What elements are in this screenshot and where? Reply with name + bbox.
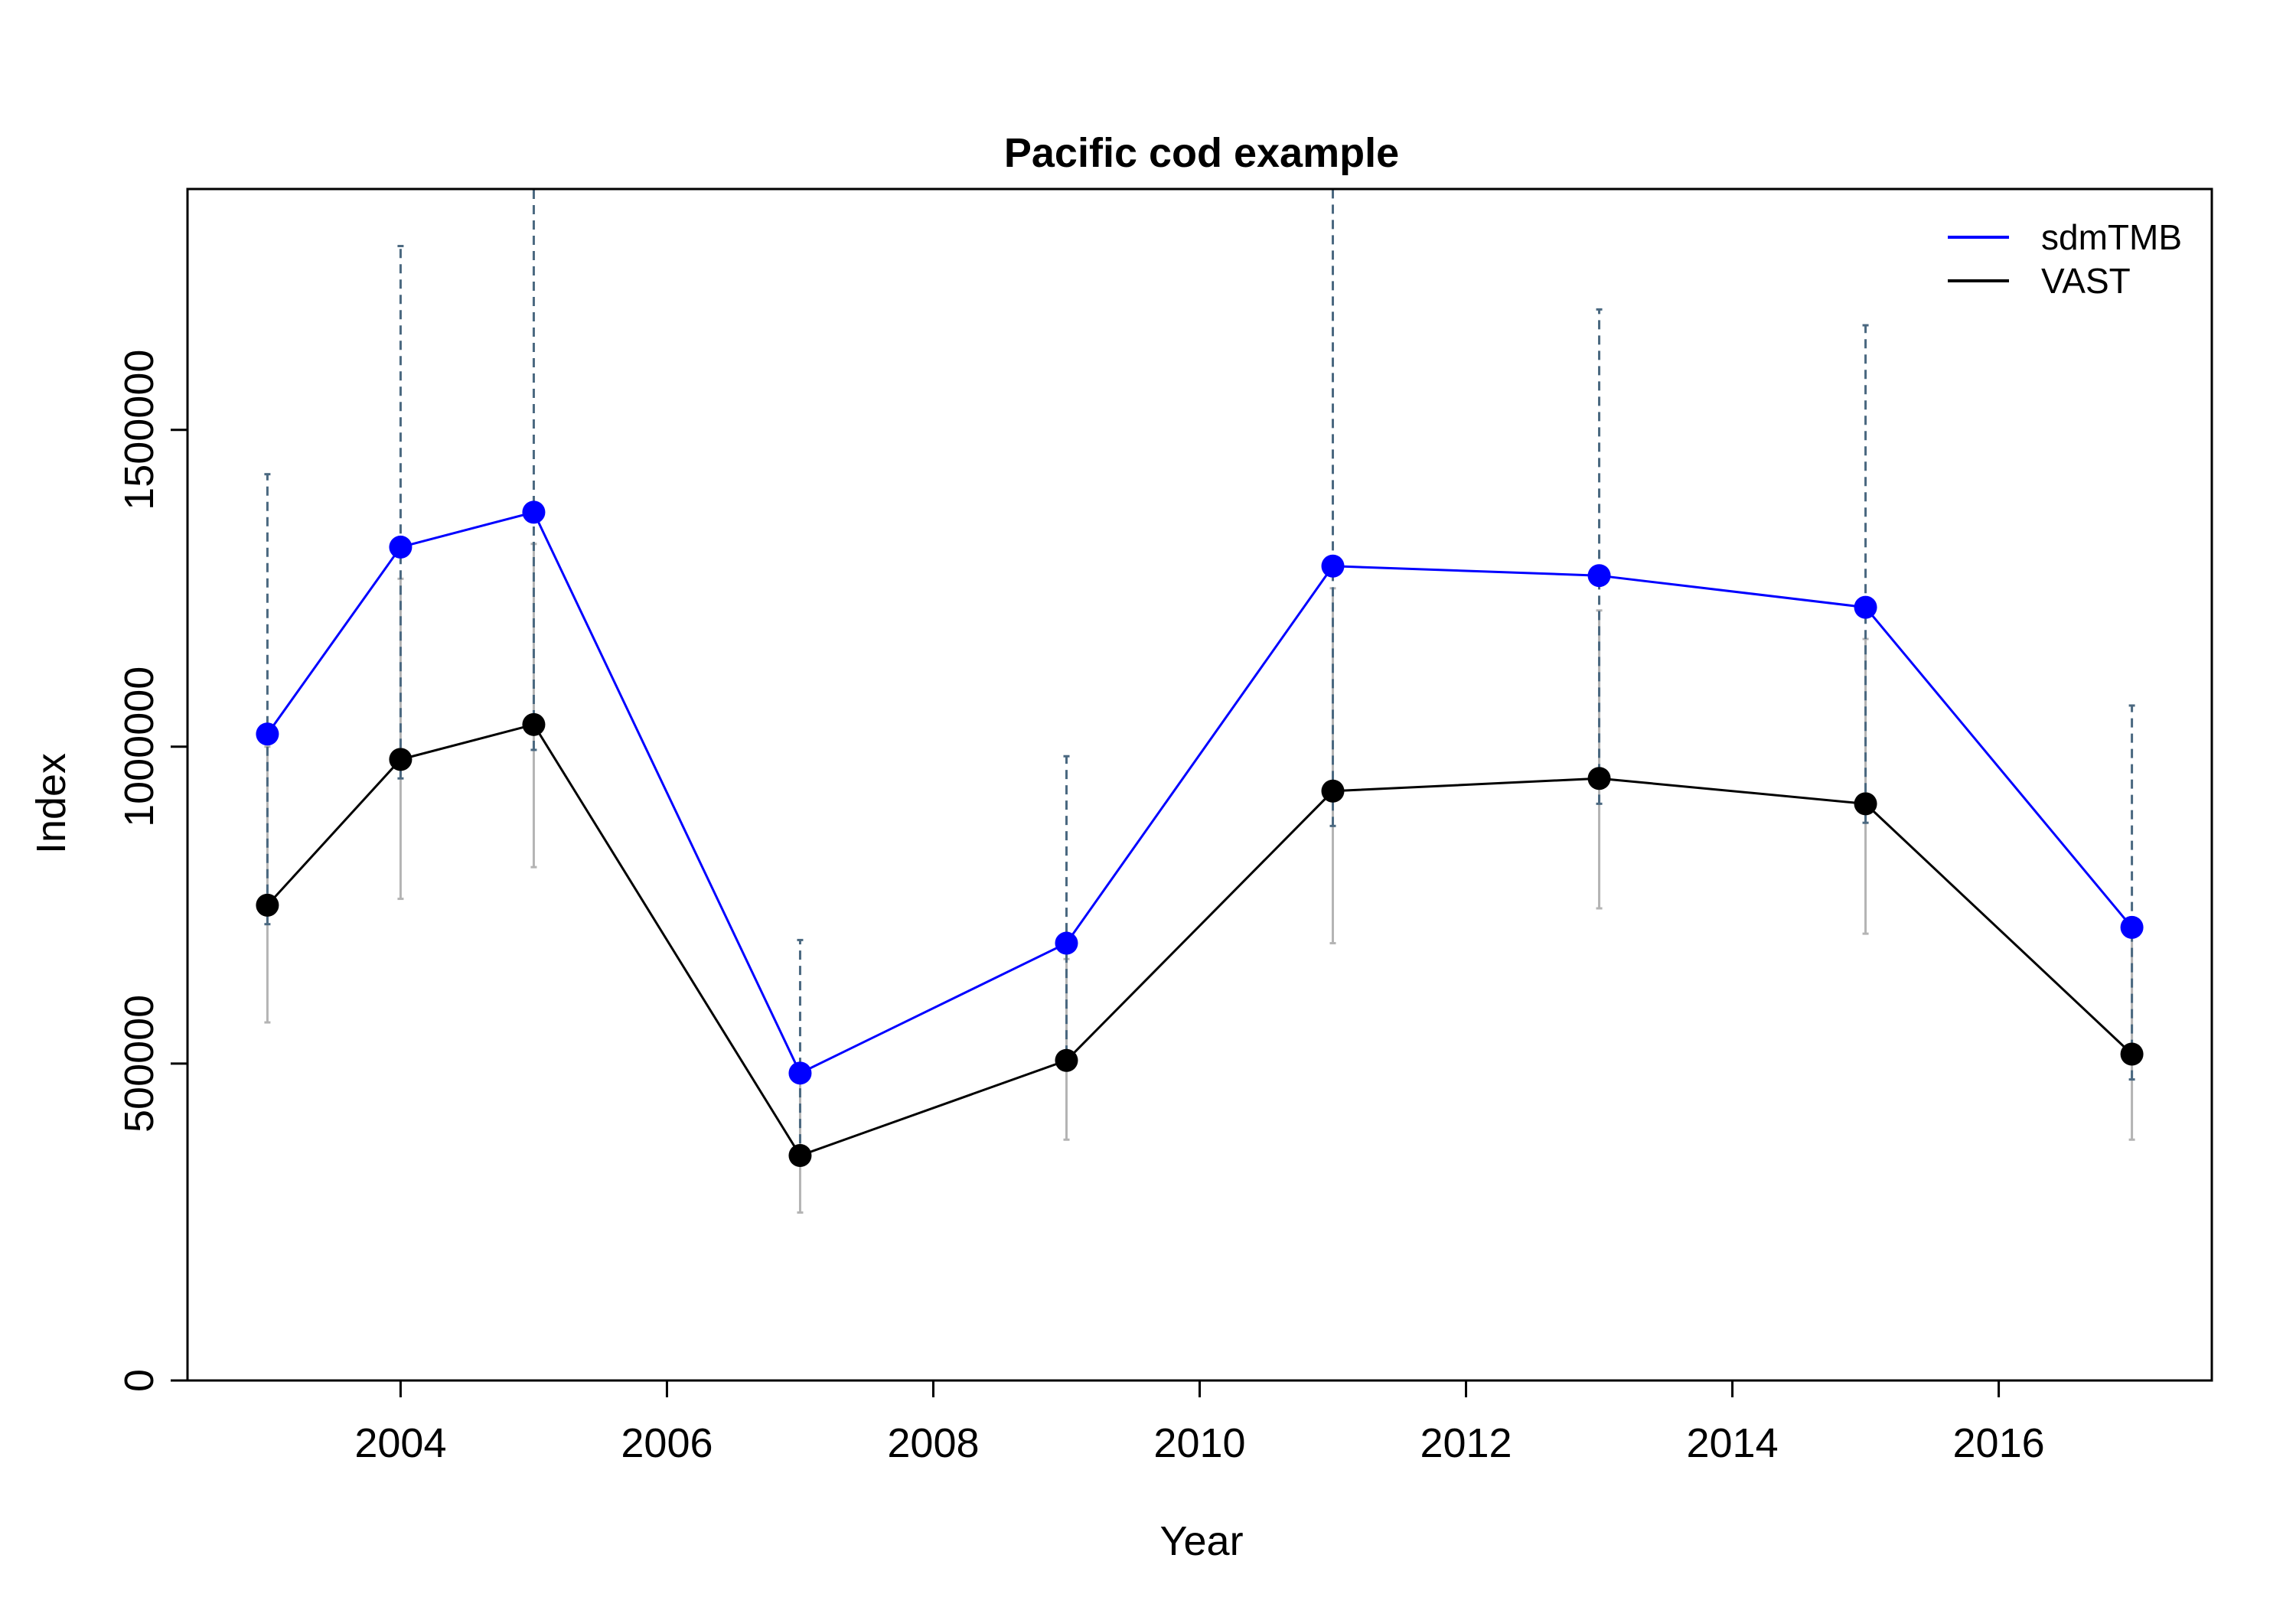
data-point-sdmtmb	[522, 500, 546, 524]
error-bars	[264, 187, 2135, 1214]
data-point-vast	[788, 1143, 812, 1167]
data-point-vast	[2120, 1042, 2144, 1066]
y-tick-label: 500000	[116, 995, 162, 1133]
x-tick-label: 2016	[1953, 1420, 2045, 1466]
y-tick-label: 1000000	[116, 667, 162, 827]
x-axis: 2004 2006 2008 2010 2012 2014 2016	[354, 1379, 2045, 1466]
data-point-sdmtmb	[788, 1061, 812, 1085]
x-tick-label: 2004	[354, 1420, 446, 1466]
y-tick-label: 0	[116, 1369, 162, 1392]
data-point-vast	[1587, 767, 1611, 790]
data-point-vast	[1854, 792, 1877, 816]
legend-label-sdmtmb: sdmTMB	[2041, 217, 2182, 257]
data-point-sdmtmb	[2120, 915, 2144, 939]
chart-title: Pacific cod example	[1004, 130, 1399, 176]
x-axis-title: Year	[1159, 1518, 1243, 1564]
plot-frame	[186, 187, 2213, 1382]
x-tick-label: 2014	[1686, 1420, 1778, 1466]
x-tick-label: 2008	[887, 1420, 979, 1466]
x-tick-label: 2012	[1420, 1420, 1512, 1466]
x-tick-label: 2006	[621, 1420, 713, 1466]
data-point-vast	[256, 893, 279, 917]
data-point-vast	[1321, 779, 1345, 803]
legend: sdmTMB VAST	[1948, 217, 2182, 301]
data-point-sdmtmb	[1321, 554, 1345, 578]
data-point-sdmtmb	[1055, 931, 1078, 955]
x-tick-label: 2010	[1153, 1420, 1245, 1466]
data-point-sdmtmb	[1587, 564, 1611, 588]
data-point-sdmtmb	[1854, 595, 1877, 619]
y-axis-title: Index	[28, 753, 74, 854]
legend-label-vast: VAST	[2041, 261, 2131, 301]
data-point-vast	[1055, 1048, 1078, 1072]
y-tick-label: 1500000	[116, 350, 162, 510]
data-point-sdmtmb	[389, 535, 413, 559]
data-point-sdmtmb	[256, 722, 279, 746]
series-points	[256, 500, 2144, 1167]
data-point-vast	[522, 712, 546, 736]
data-point-vast	[389, 748, 413, 771]
